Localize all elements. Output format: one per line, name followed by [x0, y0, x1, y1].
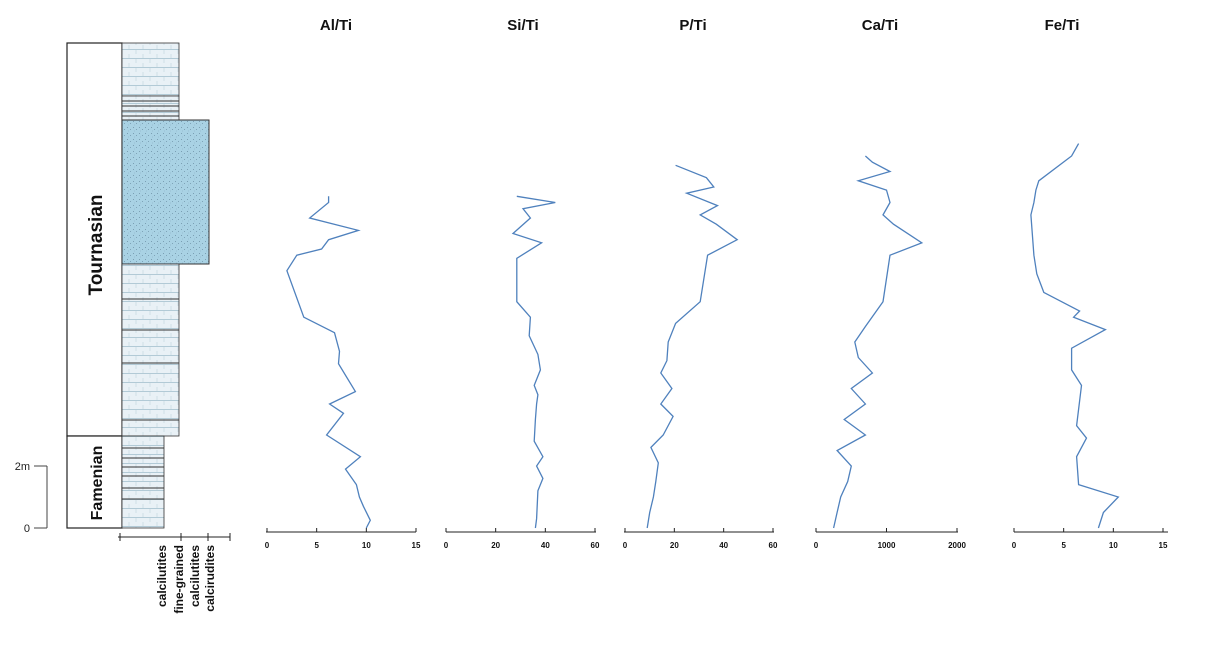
- litho-famenian-bed: [121, 435, 165, 529]
- x-tick-label: 0: [814, 541, 819, 550]
- x-tick-label: 60: [591, 541, 600, 550]
- series-line-al-ti: [286, 196, 372, 529]
- x-tick-label: 2000: [948, 541, 966, 550]
- stage-label-famenian: Famenian: [89, 446, 106, 521]
- x-tick-label: 10: [1109, 541, 1118, 550]
- lithology-label-calcilutites-2: calcilutites: [188, 545, 202, 607]
- panel-title-p-ti: P/Ti: [679, 17, 706, 34]
- panel-title-al-ti: Al/Ti: [320, 17, 352, 34]
- panel-p-ti: P/Ti 0 20 40 60: [623, 17, 778, 550]
- x-tick-label: 40: [541, 541, 550, 550]
- panel-title-si-ti: Si/Ti: [507, 17, 538, 34]
- x-tick-label: 0: [623, 541, 628, 550]
- famenian-box: [66, 435, 123, 529]
- stage-label-tournasian: Tournasian: [86, 195, 107, 296]
- panel-ca-ti: Ca/Ti 0 1000 2000: [814, 17, 967, 550]
- stratigraphic-column: Tournasian Famenian calcilutites fine-gr…: [15, 42, 231, 614]
- x-tick-label: 20: [491, 541, 500, 550]
- lithology-label-calcirudites: calcirudites: [203, 545, 217, 612]
- panel-al-ti: Al/Ti 0 5 10 15: [265, 17, 421, 550]
- tournasian-box: [66, 42, 123, 437]
- series-line-ca-ti: [832, 155, 924, 529]
- x-tick-label: 15: [1159, 541, 1168, 550]
- panel-title-ca-ti: Ca/Ti: [862, 17, 898, 34]
- panel-title-fe-ti: Fe/Ti: [1045, 17, 1080, 34]
- series-line-p-ti: [646, 164, 739, 529]
- panel-si-ti: Si/Ti 0 20 40 60: [444, 17, 600, 550]
- lithology-label-fine-grained: fine-grained: [172, 545, 186, 614]
- x-tick-label: 40: [719, 541, 728, 550]
- scale-label-2m: 2m: [15, 461, 30, 473]
- x-tick-label: 20: [670, 541, 679, 550]
- x-tick-label: 60: [769, 541, 778, 550]
- scale-label-0: 0: [24, 523, 30, 535]
- x-tick-label: 0: [265, 541, 270, 550]
- panel-fe-ti: Fe/Ti 0 5 10 15: [1012, 17, 1168, 550]
- x-tick-label: 5: [314, 541, 319, 550]
- series-line-fe-ti: [1030, 143, 1120, 529]
- x-tick-label: 10: [362, 541, 371, 550]
- x-tick-label: 15: [412, 541, 421, 550]
- litho-calcilutite-bed-lower: [121, 263, 180, 437]
- litho-calcirudite-bed: [121, 119, 210, 265]
- x-tick-label: 0: [1012, 541, 1017, 550]
- litho-calcilutite-bed: [121, 42, 180, 97]
- x-tick-label: 1000: [878, 541, 896, 550]
- x-tick-label: 5: [1061, 541, 1066, 550]
- x-tick-label: 0: [444, 541, 449, 550]
- series-line-si-ti: [511, 195, 556, 529]
- lithology-label-calcilutites: calcilutites: [155, 545, 169, 607]
